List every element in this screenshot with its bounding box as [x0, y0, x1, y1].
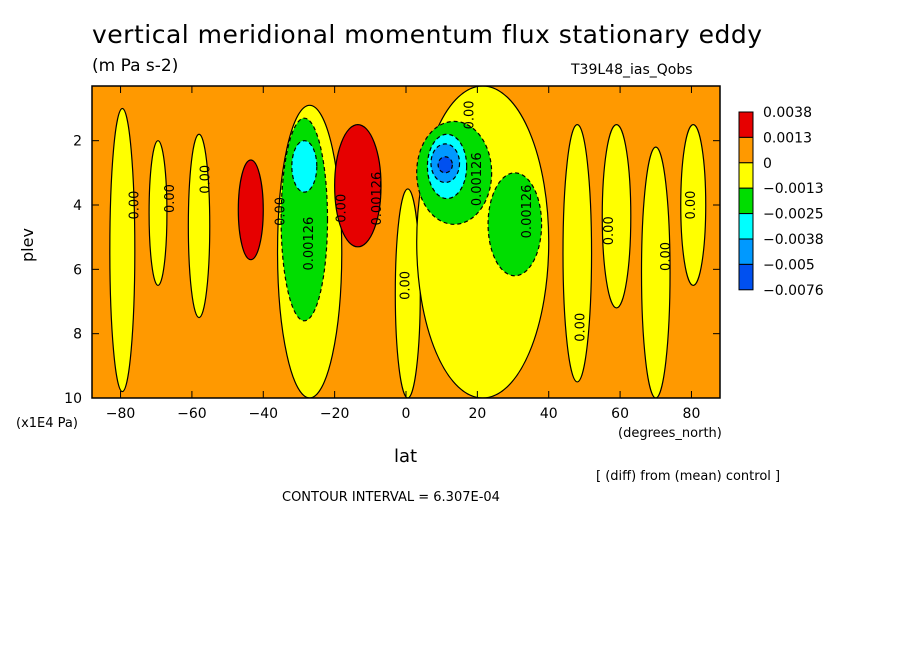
region-yellow-band-sh-3 [187, 133, 211, 319]
legend-swatch [738, 263, 754, 291]
region-cyan-sh-27 [291, 140, 318, 193]
x-tick-label: 80 [683, 406, 701, 422]
legend-level-label: 0.0038 [763, 105, 812, 121]
y-axis-unit: (x1E4 Pa) [16, 416, 78, 431]
legend-swatch [738, 187, 754, 215]
y-tick-label: 4 [73, 198, 82, 214]
region-blue-nh-10 [437, 156, 453, 174]
contour-label: 0.00 [463, 100, 478, 129]
contour-label: 0.00 [659, 242, 674, 271]
x-tick-label: −60 [177, 406, 207, 422]
legend-swatch [738, 162, 754, 189]
x-tick-label: 60 [611, 406, 629, 422]
legend-level-label: 0.0013 [763, 130, 812, 146]
contour-label: 0.00 [334, 194, 349, 223]
contour-interval: CONTOUR INTERVAL = 6.307E-04 [282, 490, 500, 505]
contour-label: 0.00126 [370, 172, 385, 226]
y-tick-label: 2 [73, 134, 82, 150]
contour-label: 0.00 [684, 191, 699, 220]
x-tick-label: 20 [468, 406, 486, 422]
chart-title: vertical meridional momentum flux statio… [92, 20, 763, 49]
contour-label: 0.00 [602, 216, 617, 245]
contour-label: 0.00126 [302, 217, 317, 271]
y-tick-label: 10 [64, 391, 82, 407]
legend-swatch [738, 136, 754, 164]
legend-swatch [738, 111, 754, 138]
y-axis-label: plev [18, 228, 37, 262]
contour-label: 0.00126 [470, 152, 485, 206]
contour-label: 0.00 [127, 191, 142, 220]
region-yellow-nh-5 [601, 123, 632, 309]
legend-swatch [738, 238, 754, 265]
run-name: T39L48_ias_Qobs [571, 62, 693, 78]
region-green-nh-32 [487, 172, 543, 277]
contour-label: 0.00 [399, 271, 414, 300]
x-tick-label: −40 [248, 406, 278, 422]
region-yellow-nh-7 [680, 123, 707, 287]
legend-level-label: −0.0013 [763, 181, 824, 197]
region-red-sh-40 [237, 159, 264, 261]
contour-label: 0.00 [163, 184, 178, 213]
contour-label: 0.00126 [520, 185, 535, 239]
chart-units: (m Pa s-2) [92, 56, 179, 76]
legend-level-label: −0.005 [763, 257, 815, 273]
legend-level-label: 0 [763, 156, 772, 172]
x-tick-label: −80 [106, 406, 136, 422]
region-red-sh-15 [334, 123, 382, 248]
region-yellow-nh-4 [562, 123, 593, 383]
legend-level-label: −0.0025 [763, 207, 824, 223]
y-tick-label: 6 [73, 262, 82, 278]
legend-level-label: −0.0076 [763, 283, 824, 299]
contour-label: 0.00 [573, 313, 588, 342]
region-yellow-nh-6 [640, 146, 671, 398]
region-yellow-band-sh-2 [148, 140, 168, 287]
diff-note: [ (diff) from (mean) control ] [596, 469, 781, 484]
x-tick-label: 40 [540, 406, 558, 422]
region-yellow-band-sh-1 [109, 107, 136, 393]
contour-label: 0.00 [274, 197, 289, 226]
x-tick-label: 0 [402, 406, 411, 422]
legend-swatch [738, 213, 754, 240]
x-axis-unit: (degrees_north) [618, 426, 722, 441]
x-tick-label: −20 [320, 406, 350, 422]
legend-level-label: −0.0038 [763, 232, 824, 248]
x-axis-label: lat [394, 446, 418, 467]
contour-label: 0.00 [199, 165, 214, 194]
y-tick-label: 8 [73, 327, 82, 343]
